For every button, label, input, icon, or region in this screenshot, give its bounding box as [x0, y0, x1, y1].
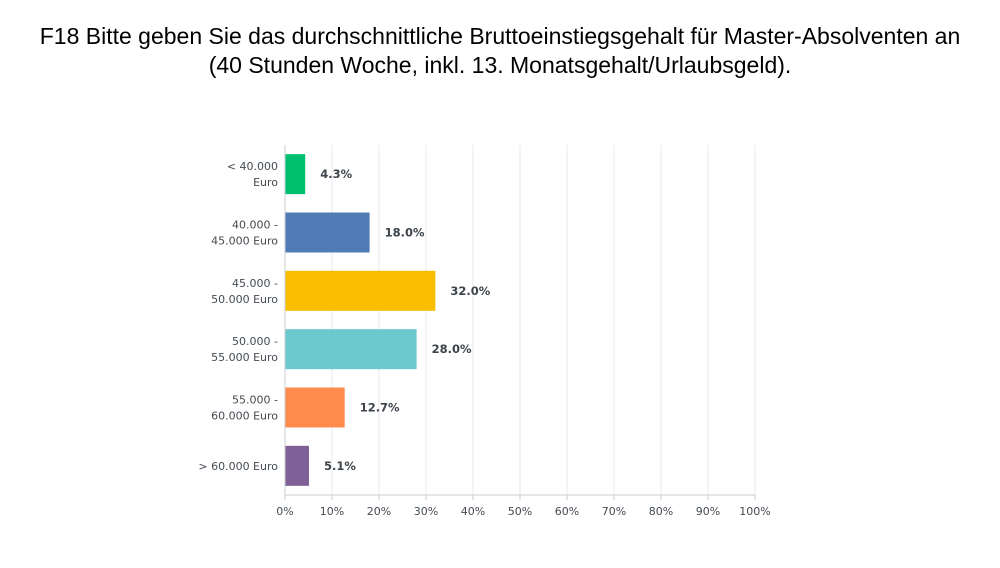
- category-label-line: 50.000 -: [232, 335, 278, 348]
- category-label-line: 45.000 Euro: [211, 235, 278, 248]
- bar-value-label: 12.7%: [360, 401, 400, 415]
- category-label-line: 55.000 -: [232, 394, 278, 407]
- category-label-line: > 60.000 Euro: [198, 460, 278, 473]
- bar: [285, 329, 417, 370]
- value-labels: 4.3% 18.0% 32.0% 28.0% 12.7% 5.1%: [320, 167, 491, 473]
- category-label-line: 40.000 -: [232, 219, 278, 232]
- x-tick-label: 20%: [367, 505, 391, 518]
- category-label-line: 55.000 Euro: [211, 351, 278, 364]
- category-label: 50.000 - 55.000 Euro: [211, 335, 278, 364]
- bar: [285, 387, 345, 428]
- bars: [285, 154, 436, 486]
- category-labels: < 40.000 Euro 40.000 - 45.000 Euro 45.000 - 5…: [198, 160, 278, 473]
- chart-title: F18 Bitte geben Sie das durchschnittlich…: [0, 22, 1000, 80]
- category-label: < 40.000 Euro: [227, 160, 278, 189]
- category-label-line: 50.000 Euro: [211, 293, 278, 306]
- category-label: 55.000 - 60.000 Euro: [211, 394, 278, 423]
- x-tick-label: 80%: [649, 505, 673, 518]
- category-label: > 60.000 Euro: [198, 460, 278, 473]
- x-tick-label: 60%: [555, 505, 579, 518]
- bar: [285, 154, 306, 195]
- bar-value-label: 5.1%: [324, 459, 356, 473]
- bar-value-label: 4.3%: [320, 167, 352, 181]
- category-label-line: 45.000 -: [232, 277, 278, 290]
- x-tick-label: 100%: [739, 505, 770, 518]
- x-axis-ticks: 0% 10% 20% 30% 40% 50% 60% 70% 80% 90% 100%: [276, 495, 771, 518]
- bar: [285, 445, 309, 486]
- bar: [285, 212, 370, 253]
- gridlines: [331, 145, 756, 495]
- x-tick-label: 0%: [276, 505, 293, 518]
- x-tick-label: 90%: [696, 505, 720, 518]
- bar-value-label: 32.0%: [450, 284, 490, 298]
- x-tick-label: 70%: [602, 505, 626, 518]
- chart-title-line-2: (40 Stunden Woche, inkl. 13. Monatsgehal…: [208, 52, 792, 78]
- x-tick-label: 50%: [508, 505, 532, 518]
- category-label: 45.000 - 50.000 Euro: [211, 277, 278, 306]
- x-tick-label: 30%: [414, 505, 438, 518]
- x-tick-label: 10%: [320, 505, 344, 518]
- bar-value-label: 18.0%: [385, 226, 425, 240]
- category-label-line: Euro: [253, 176, 278, 189]
- bar-value-label: 28.0%: [432, 342, 472, 356]
- x-tick-label: 40%: [461, 505, 485, 518]
- chart-title-line-1: F18 Bitte geben Sie das durchschnittlich…: [39, 23, 961, 49]
- category-label-line: 60.000 Euro: [211, 410, 278, 423]
- category-label-line: < 40.000: [227, 160, 278, 173]
- category-label: 40.000 - 45.000 Euro: [211, 219, 278, 248]
- bar: [285, 270, 436, 311]
